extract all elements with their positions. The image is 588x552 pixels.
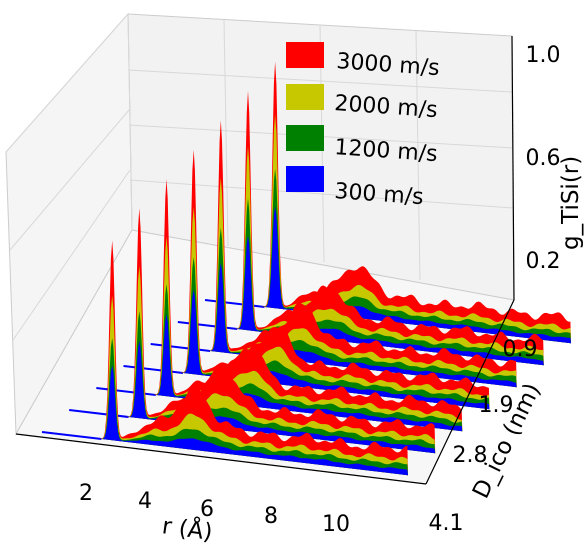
x-tick-label: 10 xyxy=(322,512,350,537)
z-tick-label: 0.6 xyxy=(526,146,561,171)
legend-label: 300 m/s xyxy=(334,179,425,210)
slice-area-2000 xyxy=(99,295,409,476)
x-tick-label: 8 xyxy=(264,504,278,529)
legend-swatch xyxy=(286,84,324,110)
slice-area-300 xyxy=(99,365,409,476)
grid-line xyxy=(12,169,131,341)
slices-group xyxy=(41,61,571,476)
legend-swatch xyxy=(286,166,324,192)
grid-line xyxy=(9,109,130,251)
legend-swatch xyxy=(286,42,324,68)
slice-area-2000 xyxy=(181,207,490,410)
grid-line xyxy=(5,13,129,153)
grid-line xyxy=(127,13,133,231)
z-tick-label: 0.2 xyxy=(526,249,561,274)
x-tick-label: 4 xyxy=(138,489,152,514)
legend-swatch xyxy=(286,125,324,151)
grid-line xyxy=(223,19,229,247)
slice-area-3000 xyxy=(208,120,517,388)
y-tick-label: 2.8 xyxy=(453,443,488,468)
slice-baseline xyxy=(177,321,238,331)
slice-baseline xyxy=(150,343,211,353)
slice-area-3000 xyxy=(127,208,436,454)
axis-lines xyxy=(15,35,515,485)
grid-line xyxy=(127,69,513,93)
y-tick-label: 1.9 xyxy=(479,393,514,418)
y-tick-label: 0.9 xyxy=(503,337,538,362)
y-tick-label: 4.1 xyxy=(429,511,464,536)
x-axis-line xyxy=(15,433,427,485)
x-tick-label: 2 xyxy=(79,481,93,506)
x-tick-label: 6 xyxy=(200,497,214,522)
grid-line xyxy=(415,30,421,281)
slice-baseline xyxy=(96,387,156,397)
rdf-slice xyxy=(41,240,409,476)
z-axis-label: g_TiSi(r) xyxy=(558,156,584,250)
slice-area-3000 xyxy=(154,179,463,432)
y-axis-line xyxy=(425,299,515,485)
z-axis-line xyxy=(511,35,515,301)
slice-baseline xyxy=(69,409,129,419)
tick-labels: 2 4 6 8 10 0.9 1.9 2.8 4.1 0.2 0.6 1.0 xyxy=(79,43,561,537)
slice-area-3000 xyxy=(99,240,409,476)
z-tick-label: 1.0 xyxy=(526,43,561,68)
slice-area-3000 xyxy=(181,149,490,410)
slice-baseline xyxy=(204,299,265,309)
slice-baseline xyxy=(123,365,184,375)
slice-baseline xyxy=(41,431,102,441)
